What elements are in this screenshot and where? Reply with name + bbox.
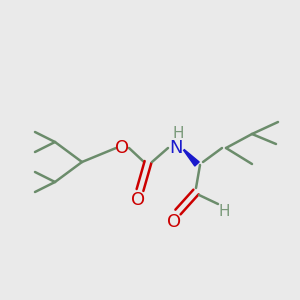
Text: O: O <box>115 139 129 157</box>
Polygon shape <box>184 150 199 166</box>
Text: H: H <box>218 205 230 220</box>
Text: N: N <box>169 139 183 157</box>
Text: O: O <box>131 191 145 209</box>
Text: O: O <box>167 213 181 231</box>
Text: H: H <box>172 127 184 142</box>
